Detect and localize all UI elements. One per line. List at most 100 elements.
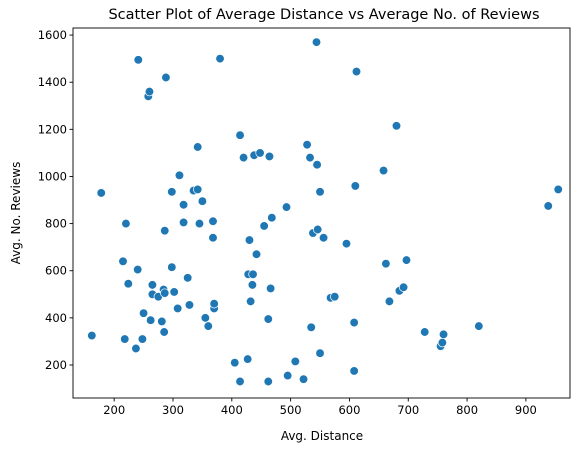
- data-point-56: [255, 148, 265, 158]
- data-point-40: [208, 233, 218, 243]
- data-point-84: [378, 165, 389, 176]
- data-point-23: [167, 262, 177, 272]
- data-point-19: [159, 327, 169, 337]
- data-point-60: [264, 151, 275, 162]
- data-point-85: [381, 259, 391, 269]
- data-point-2: [118, 256, 128, 266]
- data-point-47: [238, 152, 249, 163]
- data-point-51: [245, 296, 256, 307]
- y-tick-label: 600: [45, 264, 67, 278]
- data-point-71: [311, 37, 322, 47]
- data-point-38: [203, 321, 213, 331]
- data-point-91: [420, 327, 430, 337]
- data-point-93: [437, 337, 448, 348]
- data-point-27: [174, 170, 185, 180]
- data-point-68: [305, 152, 315, 163]
- data-point-43: [215, 53, 225, 64]
- data-point-33: [193, 184, 203, 195]
- y-tick-label: 800: [45, 217, 67, 231]
- x-tick-label: 400: [221, 403, 243, 417]
- data-point-95: [474, 321, 484, 331]
- data-point-66: [298, 374, 309, 384]
- data-point-65: [290, 356, 300, 367]
- data-point-39: [208, 216, 218, 226]
- y-axis-label: Avg. No. Reviews: [9, 162, 23, 265]
- data-point-74: [315, 348, 325, 358]
- data-point-30: [183, 273, 193, 283]
- chart-title: Scatter Plot of Average Distance vs Aver…: [108, 7, 539, 23]
- data-point-20: [160, 288, 170, 298]
- data-point-21: [160, 226, 170, 236]
- x-tick-label: 500: [280, 403, 302, 417]
- data-point-72: [312, 160, 322, 170]
- data-point-58: [263, 314, 273, 324]
- data-point-57: [259, 221, 269, 231]
- data-point-48: [243, 354, 253, 364]
- data-point-53: [248, 269, 258, 279]
- y-tick-label: 1600: [38, 28, 67, 42]
- data-point-4: [121, 218, 131, 229]
- data-point-63: [281, 202, 292, 212]
- data-point-80: [349, 317, 359, 328]
- y-tick-label: 1400: [38, 75, 67, 89]
- data-point-8: [133, 55, 143, 65]
- data-point-64: [283, 370, 293, 381]
- data-point-3: [120, 334, 130, 344]
- data-point-44: [230, 358, 240, 368]
- data-point-89: [398, 282, 409, 292]
- data-point-7: [133, 264, 143, 275]
- data-point-31: [184, 300, 195, 310]
- data-point-55: [251, 249, 262, 259]
- data-point-1: [96, 188, 106, 198]
- x-tick-label: 700: [397, 403, 419, 417]
- data-point-0: [87, 330, 97, 341]
- data-point-22: [161, 72, 171, 83]
- data-point-87: [391, 121, 402, 131]
- x-tick-label: 900: [515, 403, 537, 417]
- data-point-82: [350, 181, 360, 191]
- y-axis-ticks: 200 400 600 800 1000 1200 1400 1600: [38, 28, 73, 372]
- data-point-24: [167, 187, 177, 197]
- x-axis-ticks: 200 300 400 500 600 700 800 900: [103, 398, 537, 417]
- data-point-29: [178, 217, 189, 228]
- data-point-25: [169, 287, 179, 297]
- data-point-76: [318, 233, 329, 243]
- plot-frame: [72, 27, 571, 399]
- data-point-14: [147, 280, 158, 290]
- x-tick-label: 600: [338, 403, 360, 417]
- data-point-61: [265, 283, 276, 294]
- data-point-59: [263, 376, 273, 387]
- y-tick-label: 200: [45, 358, 67, 372]
- data-point-5: [123, 279, 133, 289]
- data-point-6: [131, 343, 141, 354]
- data-point-46: [235, 376, 245, 387]
- x-tick-label: 800: [456, 403, 478, 417]
- y-tick-label: 1000: [38, 169, 67, 183]
- data-point-42: [209, 299, 219, 309]
- data-point-94: [438, 329, 449, 340]
- data-point-50: [244, 235, 255, 245]
- data-point-12: [144, 86, 155, 97]
- data-point-90: [401, 255, 412, 265]
- data-point-81: [349, 366, 359, 376]
- data-point-26: [173, 303, 183, 314]
- data-point-67: [302, 140, 312, 150]
- x-axis-label: Avg. Distance: [281, 429, 363, 443]
- data-point-75: [315, 187, 325, 197]
- data-point-35: [194, 218, 205, 229]
- data-point-97: [553, 184, 563, 195]
- data-point-37: [200, 313, 210, 323]
- data-point-96: [543, 201, 553, 211]
- data-points: [87, 37, 563, 387]
- data-point-45: [235, 130, 245, 140]
- data-point-86: [384, 296, 395, 307]
- y-tick-label: 1200: [38, 122, 67, 136]
- data-point-79: [341, 238, 352, 249]
- x-tick-label: 200: [103, 403, 125, 417]
- data-point-34: [193, 142, 203, 152]
- y-tick-label: 400: [45, 311, 67, 325]
- data-point-83: [351, 66, 362, 77]
- data-point-13: [145, 315, 156, 325]
- data-point-73: [313, 224, 323, 235]
- data-point-52: [247, 280, 258, 290]
